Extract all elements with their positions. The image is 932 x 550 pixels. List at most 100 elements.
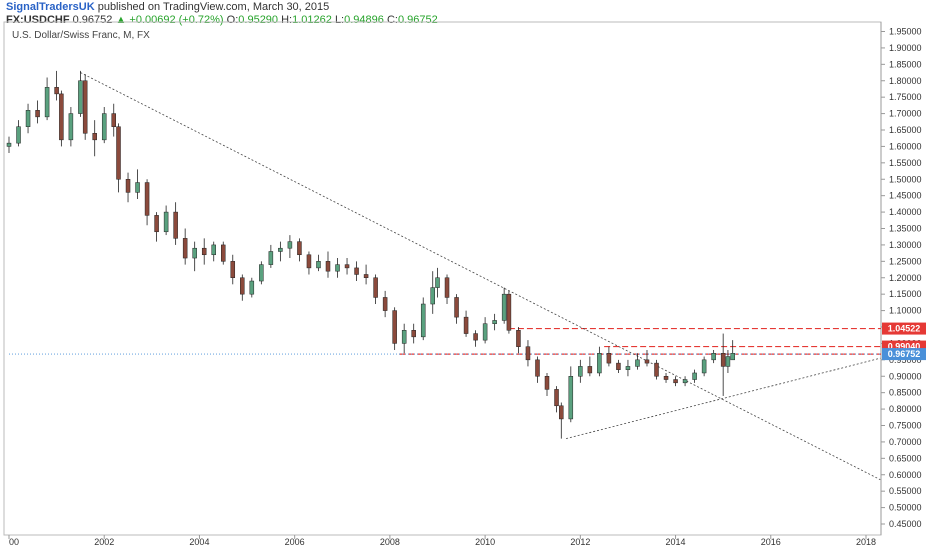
x-tick-label: 2002 xyxy=(94,537,114,547)
candle-body xyxy=(506,293,512,331)
candle-body xyxy=(92,133,97,141)
candle-body xyxy=(101,113,107,141)
low-value: 0.94896 xyxy=(344,14,384,26)
candle-body xyxy=(597,353,602,374)
candle-body xyxy=(420,303,426,338)
x-tick-label: 2004 xyxy=(189,537,209,547)
candle-body xyxy=(463,316,469,334)
candle-body xyxy=(116,126,121,180)
y-tick-label: 1.10000 xyxy=(889,306,922,316)
x-tick-label: 2018 xyxy=(856,537,876,547)
candle-body xyxy=(297,241,302,256)
candle-body xyxy=(154,215,159,233)
candle-body xyxy=(554,389,559,407)
x-tick-label: 2014 xyxy=(666,537,686,547)
candle-body xyxy=(673,379,678,384)
candle-body xyxy=(663,376,669,380)
x-tick-label: 00 xyxy=(9,537,19,547)
y-tick-label: 0.55000 xyxy=(889,486,922,496)
y-tick-label: 1.15000 xyxy=(889,289,922,299)
candle-body xyxy=(392,310,397,344)
close-value: 0.96752 xyxy=(397,14,438,26)
candle-body xyxy=(16,126,21,144)
candle-body xyxy=(587,366,593,374)
y-tick-label: 1.80000 xyxy=(889,76,922,86)
candle-body xyxy=(606,353,612,364)
candle-body xyxy=(525,346,531,361)
y-tick-label: 1.95000 xyxy=(889,27,922,37)
chart-title: U.S. Dollar/Swiss Franc, M, FX xyxy=(12,30,150,41)
price-tag-label: 1.04522 xyxy=(888,324,921,334)
candle-body xyxy=(259,264,264,282)
y-tick-label: 0.45000 xyxy=(889,519,922,529)
candle-body xyxy=(163,211,169,233)
candle-body xyxy=(54,87,59,95)
y-tick-label: 1.40000 xyxy=(889,207,922,217)
y-tick-label: 0.75000 xyxy=(889,421,922,431)
candle-body xyxy=(535,359,540,377)
candle-body xyxy=(373,277,378,298)
candle-body xyxy=(692,372,697,380)
candle-body xyxy=(644,359,650,364)
candle-body xyxy=(249,280,255,295)
candle-body xyxy=(201,247,207,256)
close-label: C: xyxy=(386,14,398,26)
symbol-label[interactable]: FX:USDCHF xyxy=(6,14,70,26)
author-link[interactable]: SignalTradersUK xyxy=(6,1,95,13)
candle-body xyxy=(559,405,564,420)
candle-body xyxy=(635,359,640,367)
candle-body xyxy=(316,261,321,269)
candle-body xyxy=(230,261,236,279)
y-tick-label: 1.50000 xyxy=(889,174,922,184)
candle-body xyxy=(382,297,388,311)
y-tick-label: 1.35000 xyxy=(889,224,922,234)
candle-body xyxy=(516,330,521,347)
candle-body xyxy=(730,353,735,361)
candle-body xyxy=(240,277,245,295)
candle-body xyxy=(268,251,274,265)
y-tick-label: 1.20000 xyxy=(889,273,922,283)
y-tick-label: 1.90000 xyxy=(889,43,922,53)
candle-body xyxy=(211,244,216,256)
candle-body xyxy=(278,247,283,252)
candle-body xyxy=(401,330,407,344)
y-tick-label: 1.55000 xyxy=(889,158,922,168)
y-axis[interactable]: 1.95000 1.90000 1.85000 1.80000 1.75000 1.700… xyxy=(881,27,922,530)
candle-body xyxy=(654,362,659,377)
y-tick-label: 0.65000 xyxy=(889,453,922,463)
high-label: H: xyxy=(281,14,293,26)
y-tick-label: 0.90000 xyxy=(889,371,922,381)
candle-body xyxy=(135,182,140,193)
trend-lines xyxy=(80,72,881,481)
candle-body xyxy=(544,376,550,390)
candle-body xyxy=(325,261,331,272)
y-tick-label: 0.80000 xyxy=(889,404,922,414)
candle-body xyxy=(25,110,31,127)
y-tick-label: 1.70000 xyxy=(889,109,922,119)
x-axis[interactable]: 00 2002 2004 2006 2008 2010 2012 2014 2016 2018 xyxy=(8,535,876,547)
y-tick-label: 1.85000 xyxy=(889,59,922,69)
low-label: L: xyxy=(334,14,345,26)
candle-body xyxy=(625,366,631,370)
candle-body xyxy=(192,247,197,259)
price-tag-box xyxy=(882,322,926,335)
y-tick-label: 1.25000 xyxy=(889,256,922,266)
price-tag-label: 0.96752 xyxy=(888,349,921,359)
candle-body xyxy=(720,353,726,367)
candle-body xyxy=(444,277,450,298)
x-tick-label: 2016 xyxy=(761,537,781,547)
y-tick-label: 0.85000 xyxy=(889,388,922,398)
x-tick-label: 2006 xyxy=(285,537,305,547)
y-tick-label: 0.70000 xyxy=(889,437,922,447)
x-tick-label: 2010 xyxy=(475,537,495,547)
candle-body xyxy=(221,244,226,262)
open-value: 0.95290 xyxy=(238,14,279,26)
candle-body xyxy=(354,267,359,275)
publish-line: SignalTradersUK published on TradingView… xyxy=(6,1,438,13)
trend-line xyxy=(80,72,881,481)
candle-body xyxy=(111,113,116,127)
ohlc-line: FX:USDCHF 0.96752 ▲ +0.00692 (+0.72%) O:… xyxy=(6,14,438,26)
high-value: 1.01262 xyxy=(292,14,332,26)
